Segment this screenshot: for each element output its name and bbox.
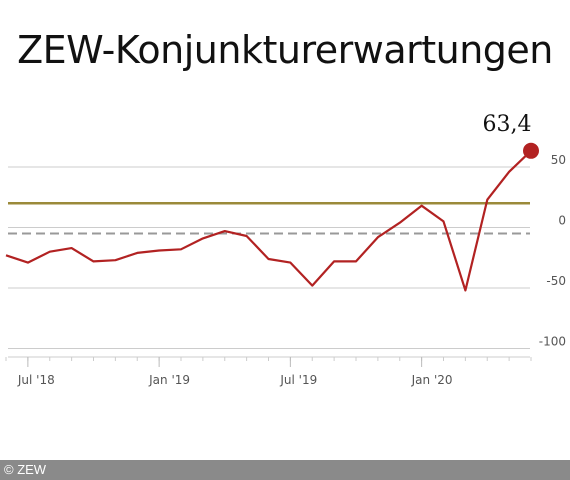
y-tick-label: 50: [551, 153, 566, 167]
footer-bar: © ZEW: [0, 460, 570, 480]
last-value-label: 63,4: [483, 112, 532, 137]
x-tick-label: Jul '18: [17, 373, 55, 387]
y-tick-label: -50: [546, 274, 566, 288]
series-line: [5, 150, 532, 292]
y-tick-label: -100: [539, 335, 566, 349]
x-tick-label: Jan '20: [411, 373, 453, 387]
copyright-text: © ZEW: [4, 462, 47, 477]
last-value-marker: [523, 142, 539, 159]
x-tick-label: Jul '19: [279, 373, 317, 387]
x-tick-label: Jan '19: [148, 373, 190, 387]
y-tick-label: 0: [558, 214, 566, 228]
line-chart: 50 0 -50 -100 Jul '18 Jan '19 Jul '19 Jan '20 63…: [5, 112, 566, 387]
chart-title: ZEW-Konjunkturerwartungen: [17, 28, 553, 72]
